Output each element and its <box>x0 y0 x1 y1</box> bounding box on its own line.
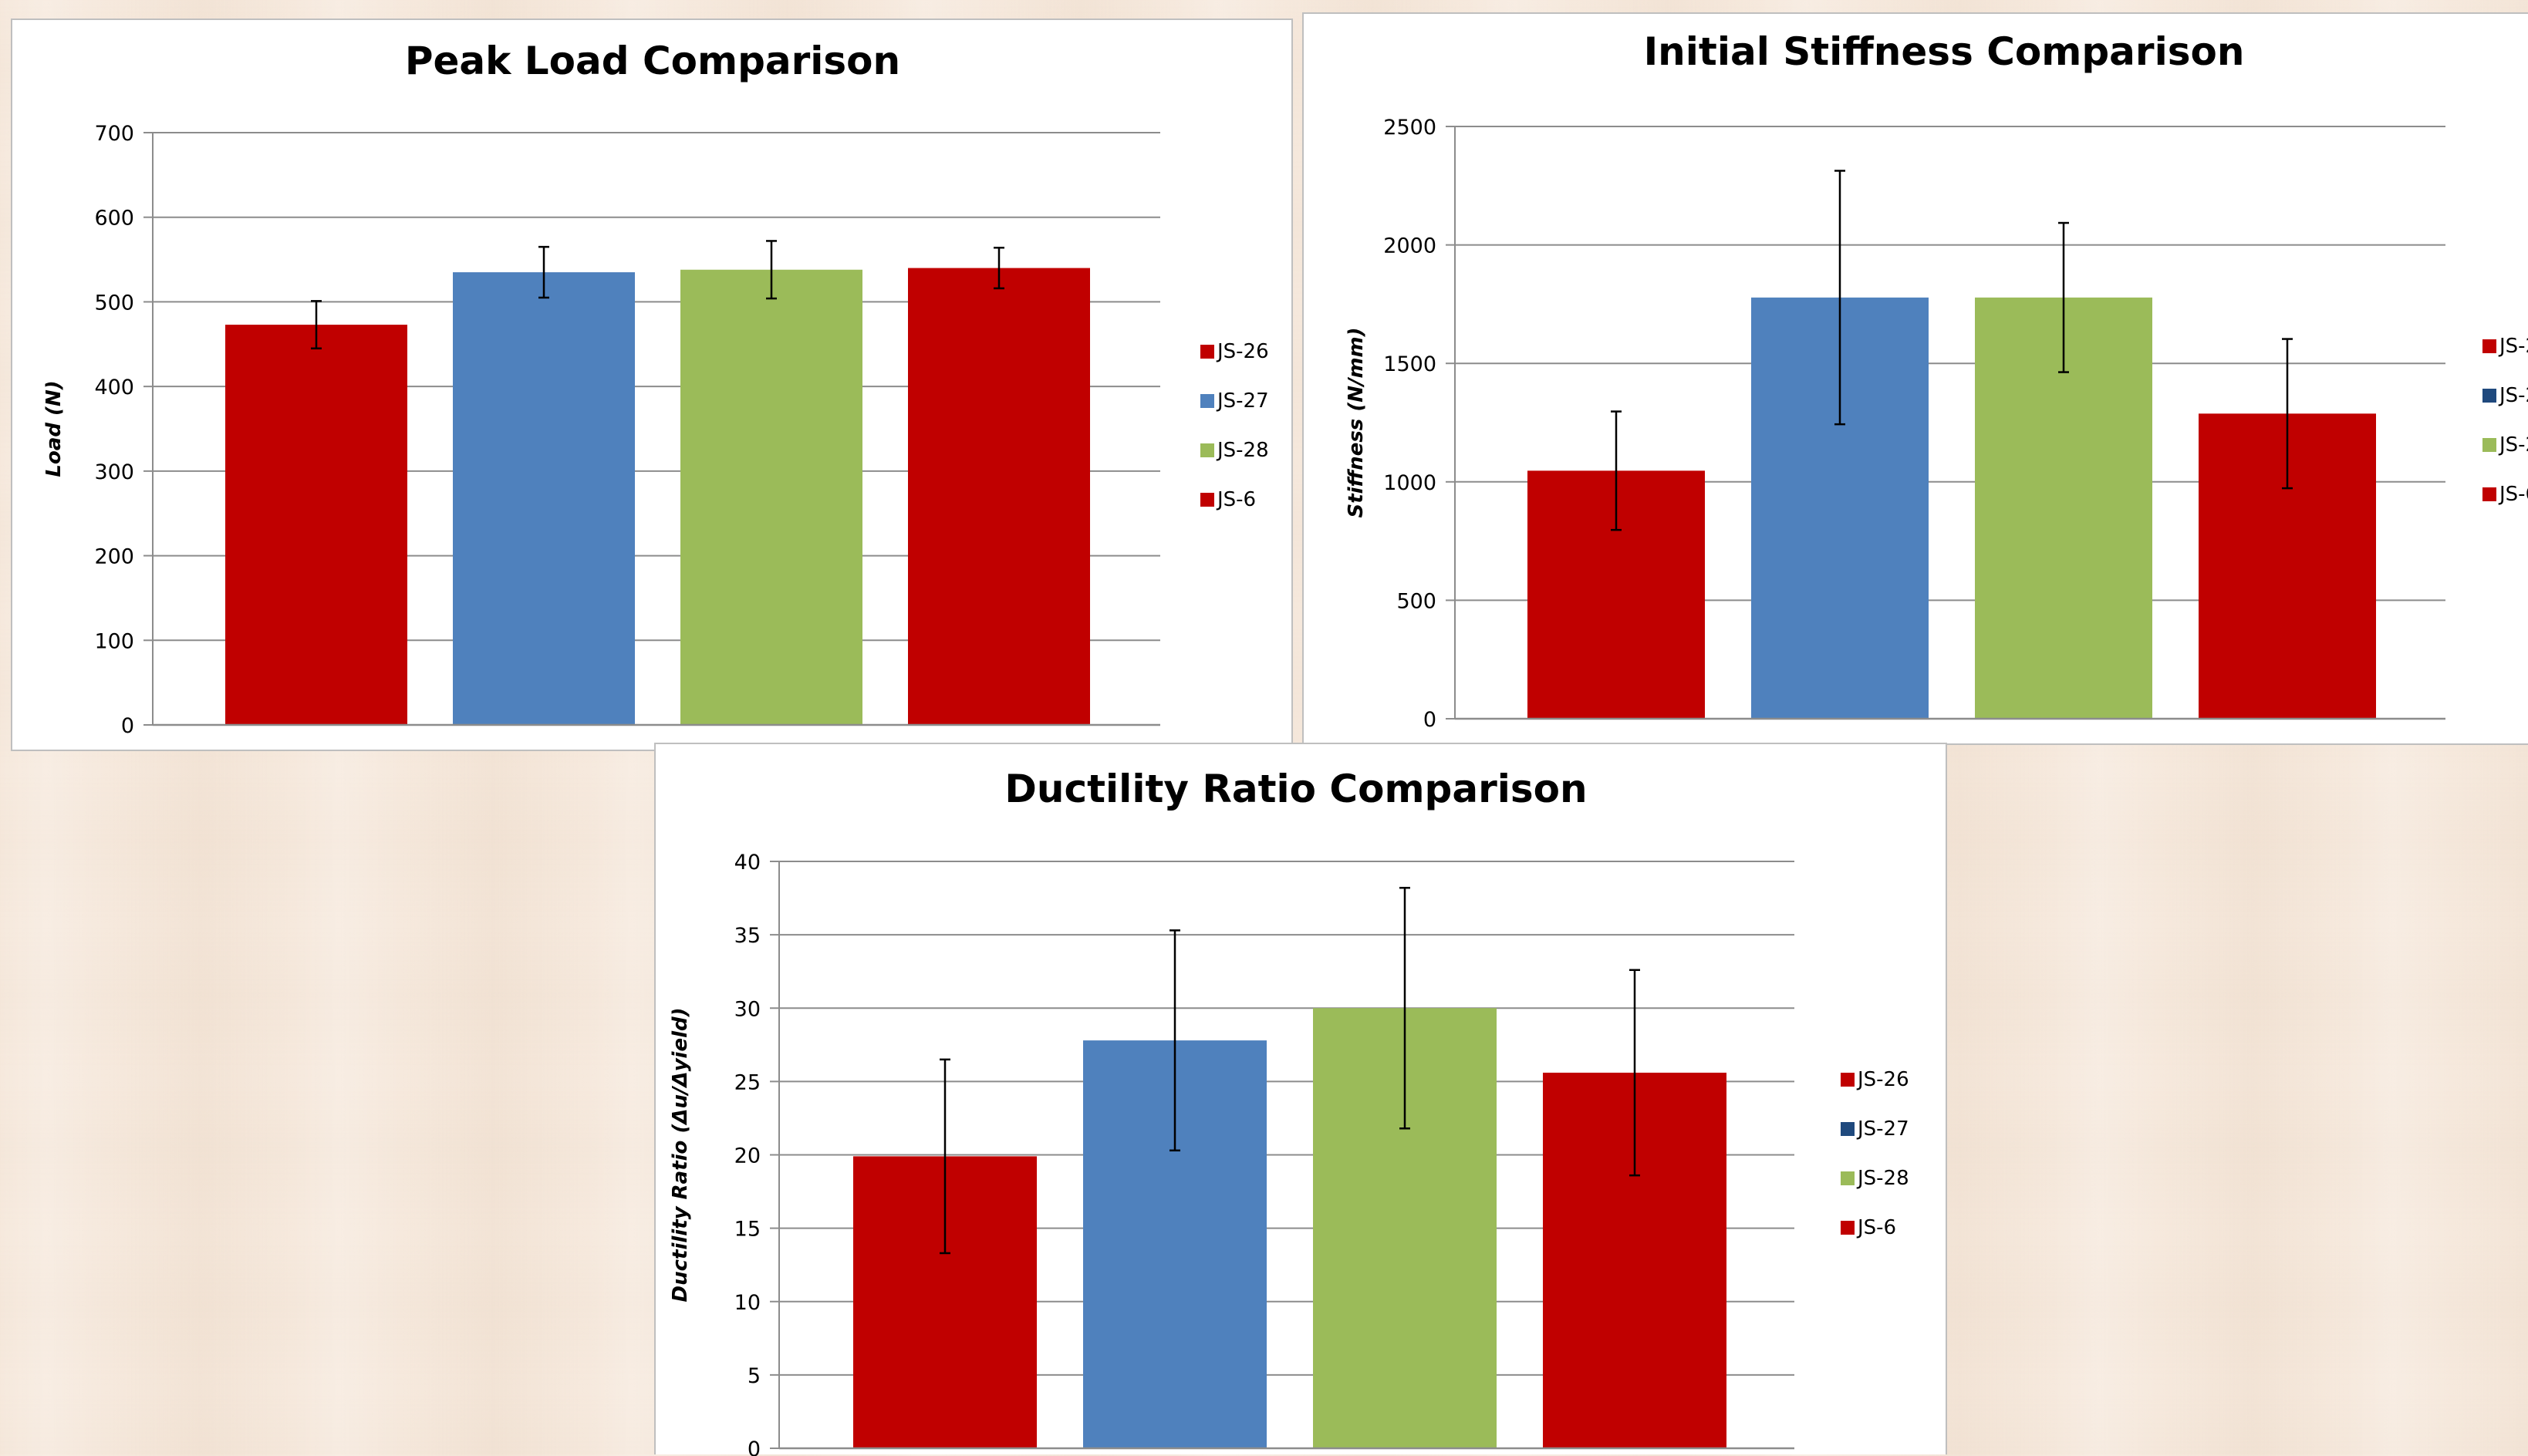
ductility-ratio-chart-panel: Ductility Ratio Comparison 0 5 10 15 20 25 30 35… <box>654 743 1947 1456</box>
y-tick-label: 10 <box>734 1291 761 1315</box>
chart-title: Initial Stiffness Comparison <box>1644 29 2245 74</box>
chart-title: Peak Load Comparison <box>405 39 900 83</box>
legend-swatch <box>2482 487 2496 501</box>
y-axis-label: Ductility Ratio (Δu/Δyield) <box>669 1008 692 1303</box>
legend-swatch <box>1841 1221 1855 1235</box>
y-tick-label: 100 <box>94 629 134 653</box>
y-tick-label: 15 <box>734 1218 761 1242</box>
legend-label: JS-26 <box>2498 335 2528 358</box>
legend-swatch <box>2482 339 2496 353</box>
y-tick-label: 25 <box>734 1070 761 1094</box>
cropped-heading-strip <box>0 0 2528 11</box>
legend-label: JS-6 <box>1856 1216 1896 1239</box>
legend-swatch <box>1200 345 1214 359</box>
legend-label: JS-28 <box>2498 433 2528 457</box>
y-tick-label: 2500 <box>1383 116 1436 140</box>
legend-swatch <box>1200 394 1214 408</box>
legend-swatch <box>1200 493 1214 507</box>
y-tick-label: 1500 <box>1383 352 1436 376</box>
bar-js-28 <box>680 269 862 725</box>
y-tick-label: 0 <box>748 1437 761 1456</box>
y-tick-label: 1000 <box>1383 471 1436 495</box>
legend-swatch <box>1841 1171 1855 1185</box>
y-tick-label: 0 <box>121 714 134 738</box>
peak-load-chart-panel: Peak Load Comparison 0 100 200 300 400 500 600 7… <box>11 19 1293 751</box>
legend-swatch <box>1841 1122 1855 1136</box>
y-tick-label: 30 <box>734 997 761 1021</box>
bar-js-27 <box>453 272 635 725</box>
y-tick-label: 400 <box>94 376 134 399</box>
y-axis-label: Stiffness (N/mm) <box>1345 327 1368 517</box>
y-tick-label: 20 <box>734 1144 761 1168</box>
initial-stiffness-chart-panel: Initial Stiffness Comparison 0 500 1000 1500… <box>1302 12 2528 745</box>
y-tick-label: 200 <box>94 545 134 569</box>
y-tick-label: 500 <box>1396 589 1436 613</box>
y-tick-label: 0 <box>1423 708 1436 732</box>
chart-title: Ductility Ratio Comparison <box>1004 767 1587 811</box>
ductility-ratio-chart: Ductility Ratio Comparison 0 5 10 15 20 25 30 35… <box>669 767 1909 1456</box>
bar-js-26 <box>225 325 407 726</box>
y-tick-label: 500 <box>94 291 134 315</box>
y-tick-label: 700 <box>94 122 134 146</box>
y-tick-label: 2000 <box>1383 234 1436 258</box>
legend-label: JS-27 <box>1216 389 1269 413</box>
legend-label: JS-26 <box>1856 1068 1909 1091</box>
peak-load-chart: Peak Load Comparison 0 100 200 300 400 500 600 7… <box>42 39 1269 738</box>
legend-swatch <box>1841 1073 1855 1087</box>
legend-label: JS-28 <box>1216 439 1269 462</box>
initial-stiffness-chart: Initial Stiffness Comparison 0 500 1000 1500… <box>1345 29 2528 732</box>
legend-swatch <box>2482 438 2496 452</box>
legend-label: JS-27 <box>2498 384 2528 407</box>
y-tick-label: 40 <box>734 851 761 875</box>
y-tick-label: 35 <box>734 924 761 948</box>
legend-label: JS-6 <box>1216 488 1256 511</box>
legend-label: JS-26 <box>1216 340 1269 363</box>
legend-swatch <box>2482 389 2496 403</box>
y-tick-label: 5 <box>748 1364 761 1388</box>
y-tick-label: 300 <box>94 460 134 484</box>
y-axis-label: Load (N) <box>42 380 66 477</box>
bar-js-6 <box>908 268 1090 725</box>
legend-label: JS-27 <box>1856 1117 1909 1141</box>
y-tick-label: 600 <box>94 207 134 231</box>
legend-label: JS-6 <box>2498 483 2528 506</box>
legend-label: JS-28 <box>1856 1167 1909 1190</box>
legend-swatch <box>1200 443 1214 457</box>
